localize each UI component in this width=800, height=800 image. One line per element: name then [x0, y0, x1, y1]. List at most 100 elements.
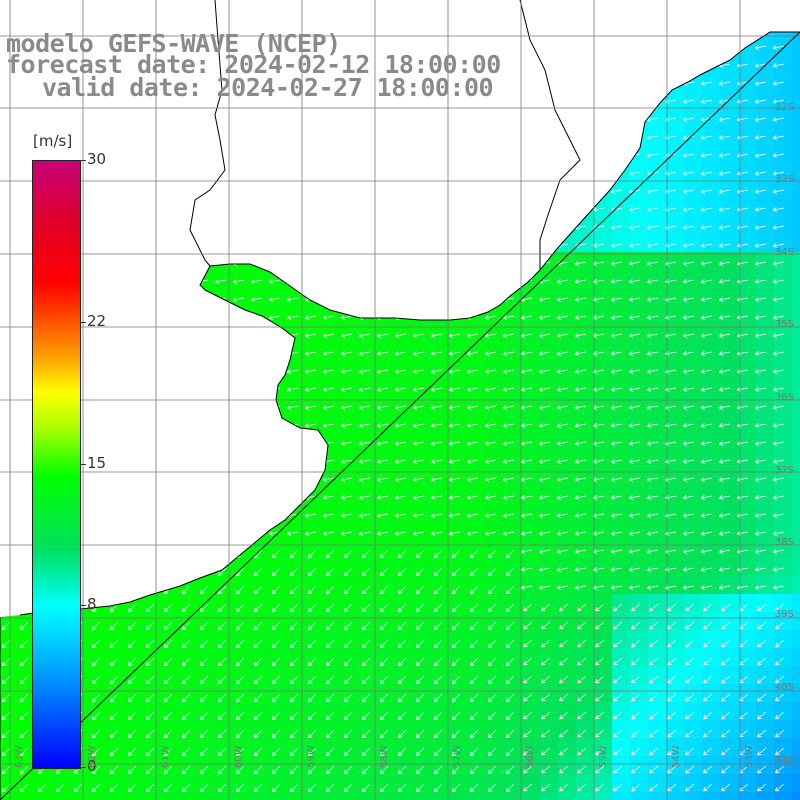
- speed-cell: [756, 630, 775, 649]
- wind-arrow: [628, 279, 641, 284]
- speed-cell: [720, 396, 739, 415]
- speed-cell: [756, 90, 775, 109]
- wind-arrow: [754, 531, 767, 536]
- speed-cell: [18, 612, 37, 631]
- speed-cell: [738, 216, 757, 235]
- speed-cell: [324, 684, 343, 703]
- speed-cell: [306, 162, 325, 181]
- speed-cell: [342, 324, 361, 343]
- wind-arrow: [523, 729, 533, 738]
- speed-cell: [558, 324, 577, 343]
- speed-cell: [0, 666, 19, 685]
- speed-cell: [612, 576, 631, 595]
- wind-arrow: [628, 549, 641, 554]
- speed-cell: [252, 234, 271, 253]
- speed-cell: [558, 306, 577, 325]
- wind-arrow: [577, 657, 587, 666]
- wind-arrow: [287, 9, 298, 13]
- wind-arrow: [610, 261, 623, 266]
- speed-cell: [162, 612, 181, 631]
- speed-cell: [684, 522, 703, 541]
- speed-cell: [108, 288, 127, 307]
- wind-arrow: [592, 81, 605, 86]
- wind-arrow: [253, 657, 263, 667]
- wind-arrow: [754, 405, 767, 410]
- wind-arrow: [376, 243, 389, 248]
- speed-cell: [612, 630, 631, 649]
- speed-cell: [594, 522, 613, 541]
- speed-cell: [792, 180, 800, 199]
- wind-arrow: [628, 207, 641, 212]
- speed-cell: [468, 648, 487, 667]
- speed-cell: [666, 756, 685, 775]
- wind-arrow: [556, 135, 569, 140]
- wind-arrow: [775, 675, 785, 684]
- wind-arrow: [250, 225, 263, 230]
- wind-arrow: [520, 135, 533, 140]
- longitude-label: 62W: [87, 745, 98, 768]
- speed-cell: [72, 108, 91, 127]
- wind-arrow: [485, 9, 496, 13]
- wind-arrow: [610, 513, 623, 518]
- wind-arrow: [538, 585, 551, 590]
- speed-cell: [234, 126, 253, 145]
- wind-arrow: [718, 225, 731, 230]
- speed-cell: [234, 468, 253, 487]
- speed-cell: [738, 126, 757, 145]
- wind-arrow: [358, 405, 371, 410]
- speed-cell: [306, 630, 325, 649]
- wind-arrow: [448, 387, 461, 392]
- speed-cell: [630, 306, 649, 325]
- speed-cell: [630, 216, 649, 235]
- speed-cell: [270, 414, 289, 433]
- speed-cell: [90, 756, 109, 775]
- speed-cell: [522, 288, 541, 307]
- speed-cell: [342, 630, 361, 649]
- speed-cell: [522, 252, 541, 271]
- wind-arrow: [109, 603, 119, 613]
- wind-arrow: [199, 711, 209, 721]
- speed-cell: [450, 558, 469, 577]
- speed-cell: [738, 450, 757, 469]
- speed-cell: [576, 198, 595, 217]
- speed-cell: [144, 720, 163, 739]
- wind-arrow: [181, 657, 191, 667]
- wind-arrow: [502, 459, 515, 464]
- wind-arrow: [647, 27, 658, 31]
- wind-arrow: [394, 387, 407, 392]
- speed-cell: [540, 756, 559, 775]
- speed-cell: [144, 702, 163, 721]
- speed-cell: [594, 360, 613, 379]
- speed-cell: [630, 378, 649, 397]
- speed-cell: [630, 792, 649, 800]
- wind-arrow: [559, 675, 569, 684]
- speed-cell: [630, 180, 649, 199]
- speed-cell: [504, 198, 523, 217]
- speed-cell: [684, 612, 703, 631]
- wind-arrow: [304, 477, 317, 482]
- speed-cell: [126, 144, 145, 163]
- speed-cell: [396, 306, 415, 325]
- wind-arrow: [646, 297, 659, 302]
- speed-cell: [576, 504, 595, 523]
- wind-arrow: [235, 675, 245, 685]
- wind-arrow: [484, 531, 497, 536]
- wind-arrow: [397, 549, 407, 559]
- speed-cell: [36, 774, 55, 793]
- speed-cell: [468, 558, 487, 577]
- speed-cell: [0, 540, 19, 559]
- wind-arrow: [322, 405, 335, 410]
- speed-cell: [468, 666, 487, 685]
- wind-arrow: [19, 657, 29, 667]
- speed-cell: [414, 32, 433, 37]
- wind-arrow: [376, 207, 389, 212]
- wind-arrow: [700, 405, 713, 410]
- speed-cell: [666, 450, 685, 469]
- speed-cell: [324, 396, 343, 415]
- wind-arrow: [16, 315, 29, 320]
- wind-arrow: [541, 675, 551, 684]
- speed-cell: [198, 396, 217, 415]
- wind-arrow: [559, 657, 569, 666]
- latitude-label: 38S: [774, 537, 794, 548]
- wind-arrow: [253, 603, 263, 613]
